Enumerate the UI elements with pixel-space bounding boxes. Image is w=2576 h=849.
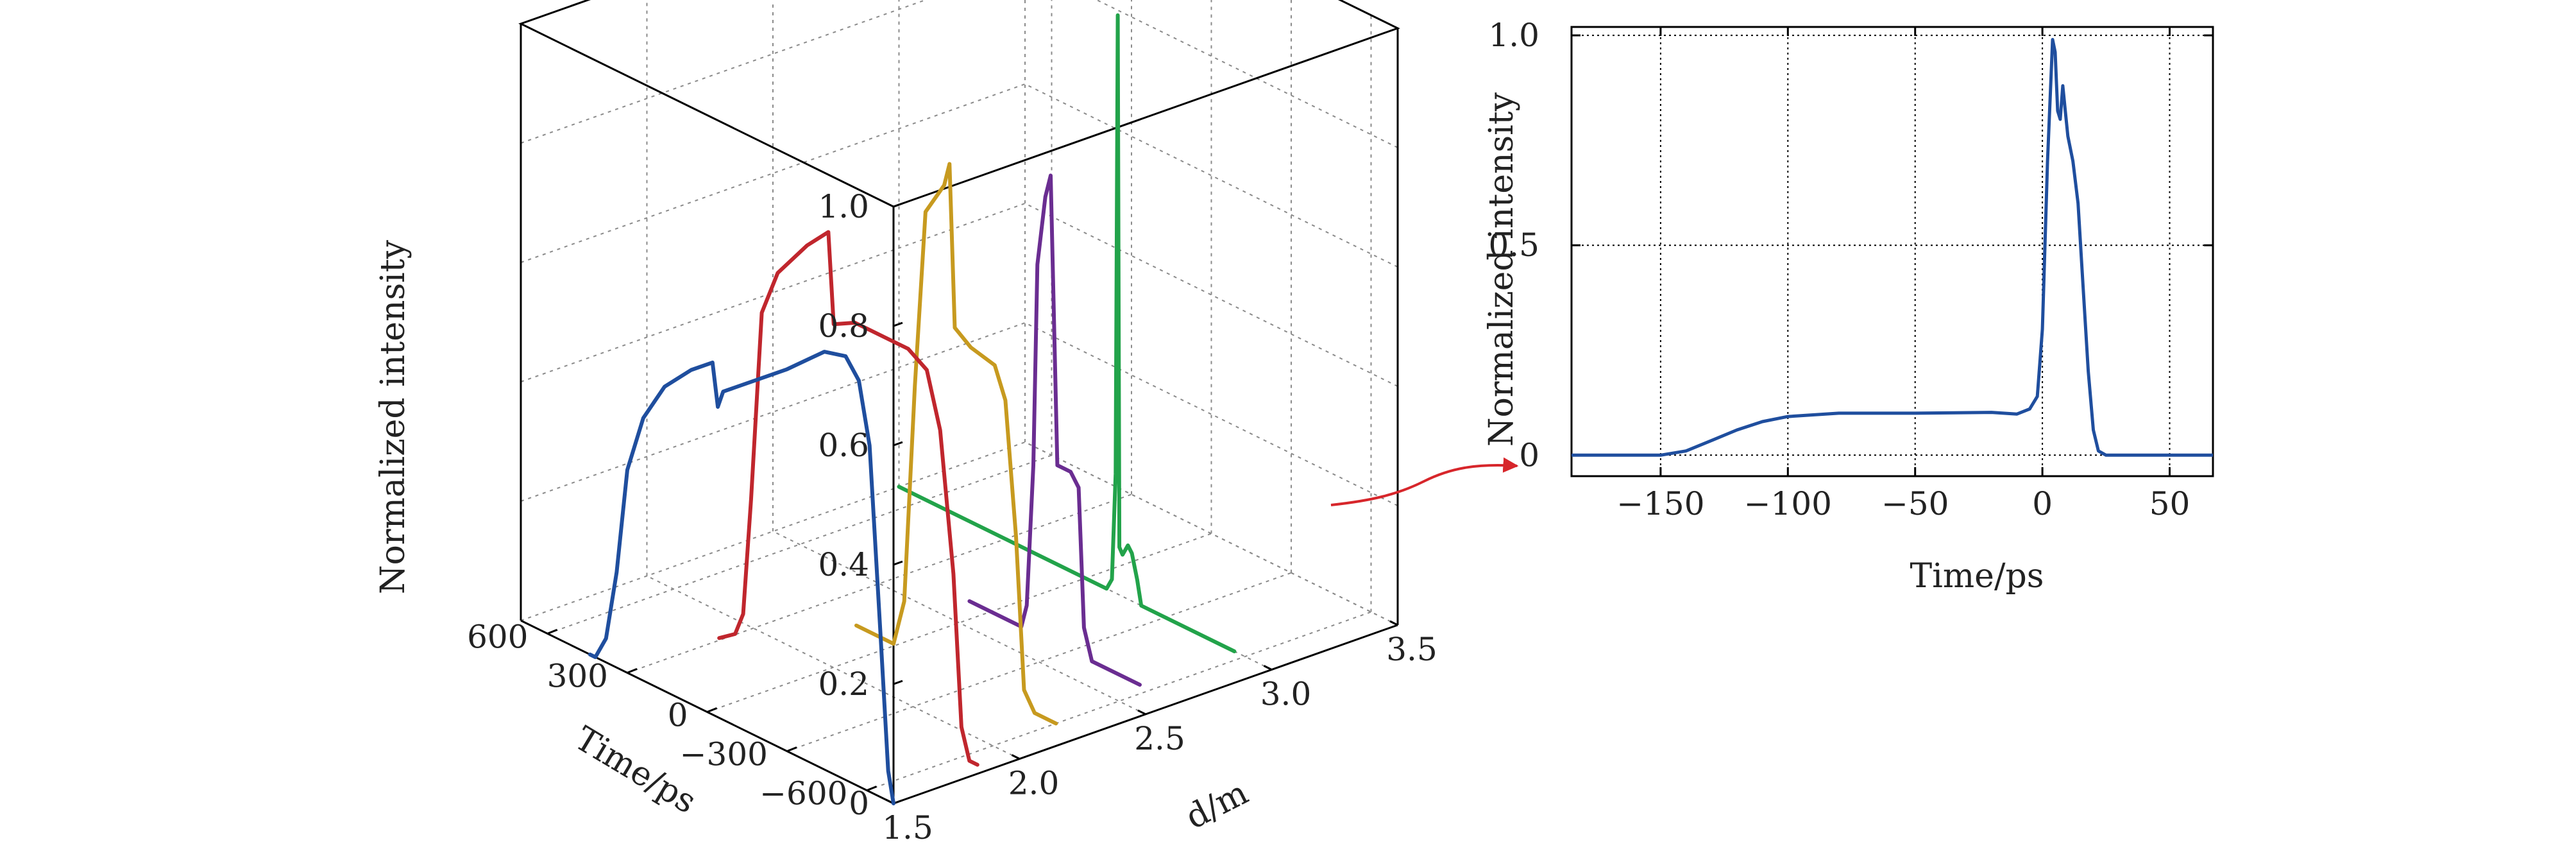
tick-mark bbox=[893, 680, 903, 685]
waterfall-chart-3d: 00.20.40.60.81.0−600−30003006001.52.02.5… bbox=[374, 0, 1437, 846]
y-tick-label: 3.0 bbox=[1260, 676, 1312, 713]
x-tick-label: 600 bbox=[467, 618, 528, 655]
waterfall-series bbox=[588, 13, 1237, 805]
z-tick-label: 0.4 bbox=[818, 546, 869, 583]
waterfall-tick-labels: 00.20.40.60.81.0−600−30003006001.52.02.5… bbox=[467, 188, 1437, 846]
tick-mark bbox=[786, 746, 797, 752]
tick-mark bbox=[893, 560, 903, 566]
y-tick-label: 2.5 bbox=[1134, 720, 1185, 757]
z-tick-label: 1.0 bbox=[818, 188, 869, 225]
waterfall-z-axis-label: Normalized intensity bbox=[374, 239, 412, 594]
series-line-d-3 bbox=[897, 13, 1237, 653]
y-tick-label: 3.5 bbox=[1386, 631, 1437, 668]
tick-mark bbox=[706, 707, 718, 713]
inset-y-tick-label: 0 bbox=[1519, 436, 1539, 474]
inset-y-tick-label: 1.0 bbox=[1488, 17, 1539, 54]
inset-x-axis-label: Time/ps bbox=[1910, 557, 2044, 596]
inset-grid bbox=[1572, 27, 2213, 476]
inset-x-tick-label: 0 bbox=[2032, 485, 2053, 522]
inset-x-tick-label: 50 bbox=[2149, 485, 2190, 522]
z-tick-label: 0.8 bbox=[818, 307, 869, 345]
waterfall-frame bbox=[518, 0, 1400, 805]
tick-mark bbox=[893, 441, 903, 447]
z-tick-label: 0.6 bbox=[818, 427, 869, 464]
z-tick-label: 0 bbox=[849, 785, 869, 822]
tick-mark bbox=[893, 202, 903, 208]
z-tick-label: 0.2 bbox=[818, 665, 869, 703]
tick-mark bbox=[1137, 709, 1146, 716]
inset-series-line bbox=[1572, 38, 2213, 457]
inset-line-chart: −150 −100 −50 0 50 0 0.5 1.0 Time/ps Normalized… bbox=[1482, 17, 2214, 596]
inset-plot-frame bbox=[1570, 26, 2214, 477]
tick-mark bbox=[627, 668, 638, 674]
inset-x-tick-label: −150 bbox=[1616, 485, 1704, 522]
top-frame bbox=[518, 0, 1400, 208]
waterfall-y-axis-label: d/m bbox=[1180, 773, 1254, 837]
series-line-d-2.25 bbox=[854, 162, 1058, 726]
tick-mark bbox=[893, 322, 903, 327]
series-line-d-1.5 bbox=[588, 350, 895, 805]
series-line-d-2.625 bbox=[967, 173, 1142, 687]
inset-y-tick-label: 0.5 bbox=[1488, 227, 1539, 264]
inset-tick-labels: −150 −100 −50 0 50 0 0.5 1.0 bbox=[1488, 17, 2190, 522]
inset-y-axis-label: Normalized intensity bbox=[1482, 92, 1521, 447]
tick-mark bbox=[866, 785, 877, 791]
tick-mark bbox=[1389, 620, 1398, 626]
y-tick-label: 2.0 bbox=[1008, 765, 1060, 802]
y-tick-label: 1.5 bbox=[882, 809, 933, 846]
connector-arrow bbox=[1330, 457, 1519, 506]
inset-x-tick-label: −50 bbox=[1881, 485, 1949, 522]
x-tick-label: −600 bbox=[759, 775, 847, 812]
tick-mark bbox=[1011, 754, 1021, 760]
tick-mark bbox=[547, 629, 558, 635]
inset-series bbox=[1572, 38, 2213, 457]
x-tick-label: 300 bbox=[547, 657, 608, 694]
x-tick-label: 0 bbox=[668, 697, 688, 734]
series-line-d-1.875 bbox=[717, 230, 979, 767]
tick-mark bbox=[1263, 665, 1273, 671]
x-tick-label: −300 bbox=[680, 736, 768, 773]
inset-x-tick-label: −100 bbox=[1744, 485, 1832, 522]
